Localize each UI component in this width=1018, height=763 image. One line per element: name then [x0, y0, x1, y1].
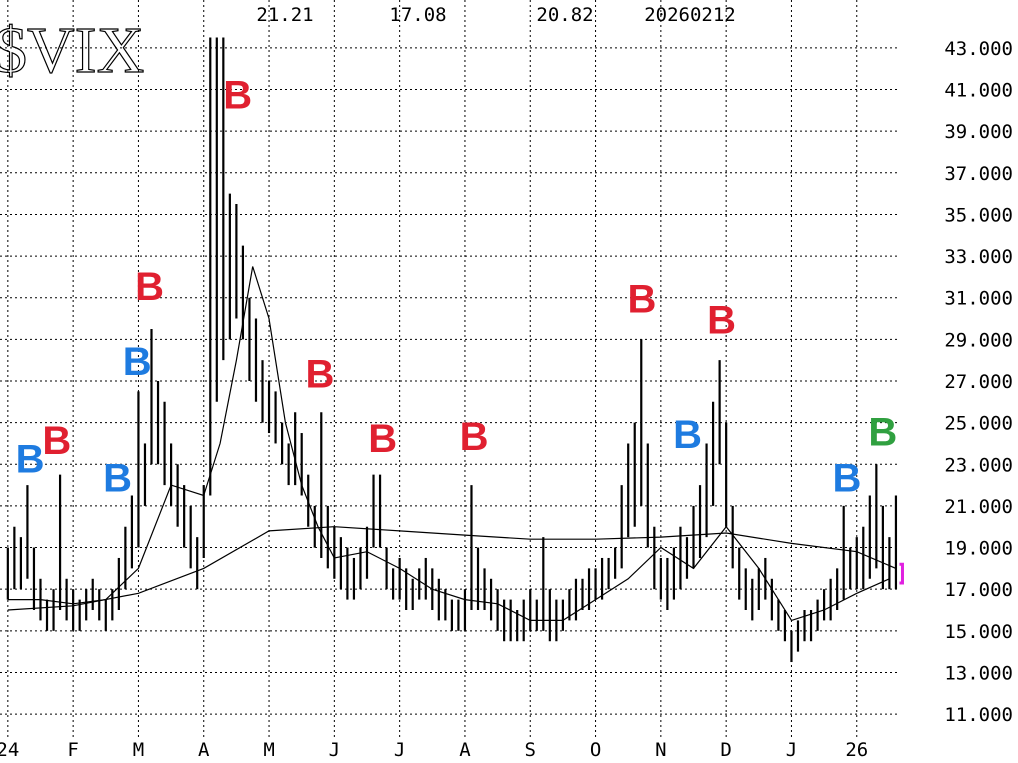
x-tick-label: O	[590, 739, 601, 761]
last-range	[899, 562, 904, 585]
signal-marker: B	[223, 73, 252, 117]
signal-marker: B	[833, 456, 862, 500]
signal-marker: B	[306, 352, 335, 396]
signal-marker: B	[16, 438, 45, 482]
y-tick-label: 37.000	[944, 163, 1013, 185]
header-value: 20260212	[644, 4, 736, 26]
signal-marker: B	[103, 456, 132, 500]
signal-marker: B	[368, 417, 397, 461]
y-tick-label: 41.000	[944, 80, 1013, 102]
signal-marker: B	[460, 415, 489, 459]
signal-marker: B	[42, 419, 71, 463]
y-tick-label: 25.000	[944, 413, 1013, 435]
x-tick-label: N	[655, 739, 666, 761]
x-tick-label: M	[263, 739, 274, 761]
x-tick-label: D	[720, 739, 731, 761]
signal-marker: B	[673, 413, 702, 457]
signal-marker: B	[627, 277, 656, 321]
y-tick-label: 31.000	[944, 288, 1013, 310]
y-tick-label: 43.000	[944, 38, 1013, 60]
x-tick-label: J	[786, 739, 797, 761]
header-value: 17.08	[389, 4, 446, 26]
y-tick-label: 17.000	[944, 579, 1013, 601]
moving-average	[7, 266, 890, 622]
y-tick-label: 35.000	[944, 204, 1013, 226]
signal-marker: B	[123, 340, 152, 384]
y-tick-label: 39.000	[944, 121, 1013, 143]
y-tick-label: 33.000	[944, 246, 1013, 268]
header-value: 20.82	[536, 4, 593, 26]
signal-marker: B	[707, 298, 736, 342]
x-tick-label: 24	[0, 739, 19, 761]
y-tick-label: 13.000	[944, 662, 1013, 684]
moving-average	[7, 526, 897, 611]
header-value: 21.21	[256, 4, 313, 26]
x-tick-label: A	[459, 739, 471, 761]
y-tick-label: 21.000	[944, 496, 1013, 518]
y-tick-label: 27.000	[944, 371, 1013, 393]
y-tick-label: 19.000	[944, 538, 1013, 560]
x-tick-label: J	[394, 739, 405, 761]
signal-marker: B	[135, 265, 164, 309]
y-tick-label: 15.000	[944, 621, 1013, 643]
x-tick-label: J	[329, 739, 340, 761]
y-tick-label: 29.000	[944, 329, 1013, 351]
x-tick-label: M	[133, 739, 144, 761]
x-tick-label: 26	[845, 739, 868, 761]
x-tick-label: S	[525, 739, 536, 761]
x-tick-label: F	[67, 739, 78, 761]
signal-marker: B	[868, 411, 897, 455]
x-tick-label: A	[198, 739, 210, 761]
y-tick-label: 23.000	[944, 454, 1013, 476]
chart-title: $VIX	[0, 14, 144, 87]
y-tick-label: 11.000	[944, 704, 1013, 726]
